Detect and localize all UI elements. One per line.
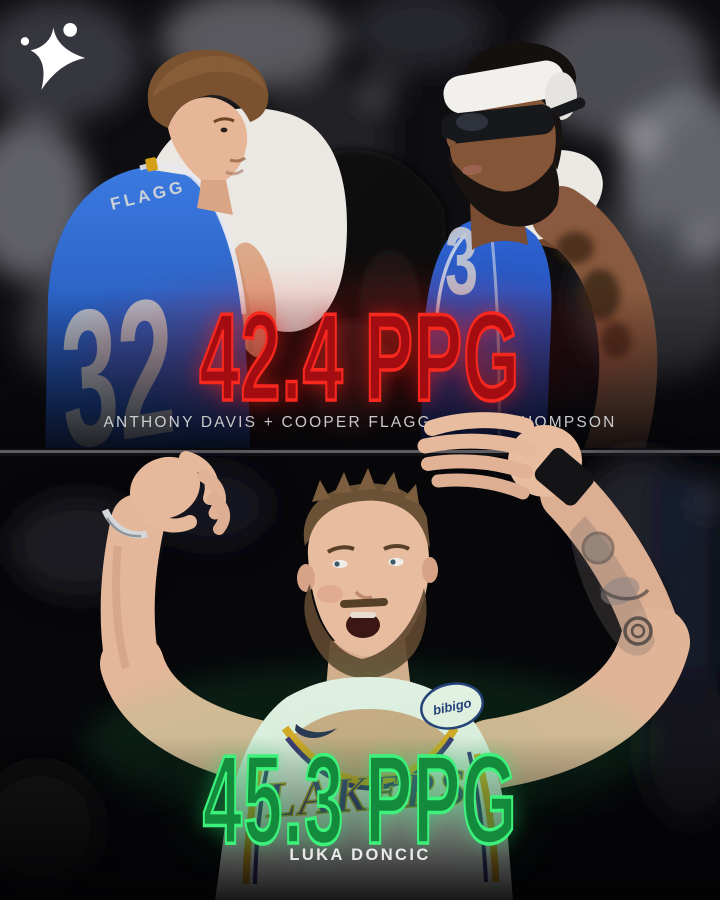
bottom-caption: LUKA DONCIC [289,846,431,864]
sports-brand-logo [20,23,86,90]
top-panel: FLAGG 32 [0,0,720,456]
headband [443,60,565,114]
section-divider [0,448,720,456]
forearm-tattoos [570,516,655,656]
silver-bracelet [101,508,148,539]
black-wristband [534,448,594,506]
right-hand [417,412,594,506]
top-stat-value: 42.4 PPG [198,289,521,427]
bottom-panel: LAKERS bibigo 45.3 PPG LUKA DONCIC [0,412,720,900]
star-person-icon [20,23,86,90]
jersey-collar-patch [145,157,158,172]
top-photo-mavericks-players: FLAGG 32 [0,0,720,456]
bottom-photo-luka-doncic: LAKERS bibigo [0,412,720,900]
top-stat: 42.4 PPG [0,289,720,427]
bottom-stat-value: 45.3 PPG [202,729,518,870]
luka-head [297,468,438,679]
left-hand [101,451,231,539]
bottom-stat: 45.3 PPG [0,729,720,870]
